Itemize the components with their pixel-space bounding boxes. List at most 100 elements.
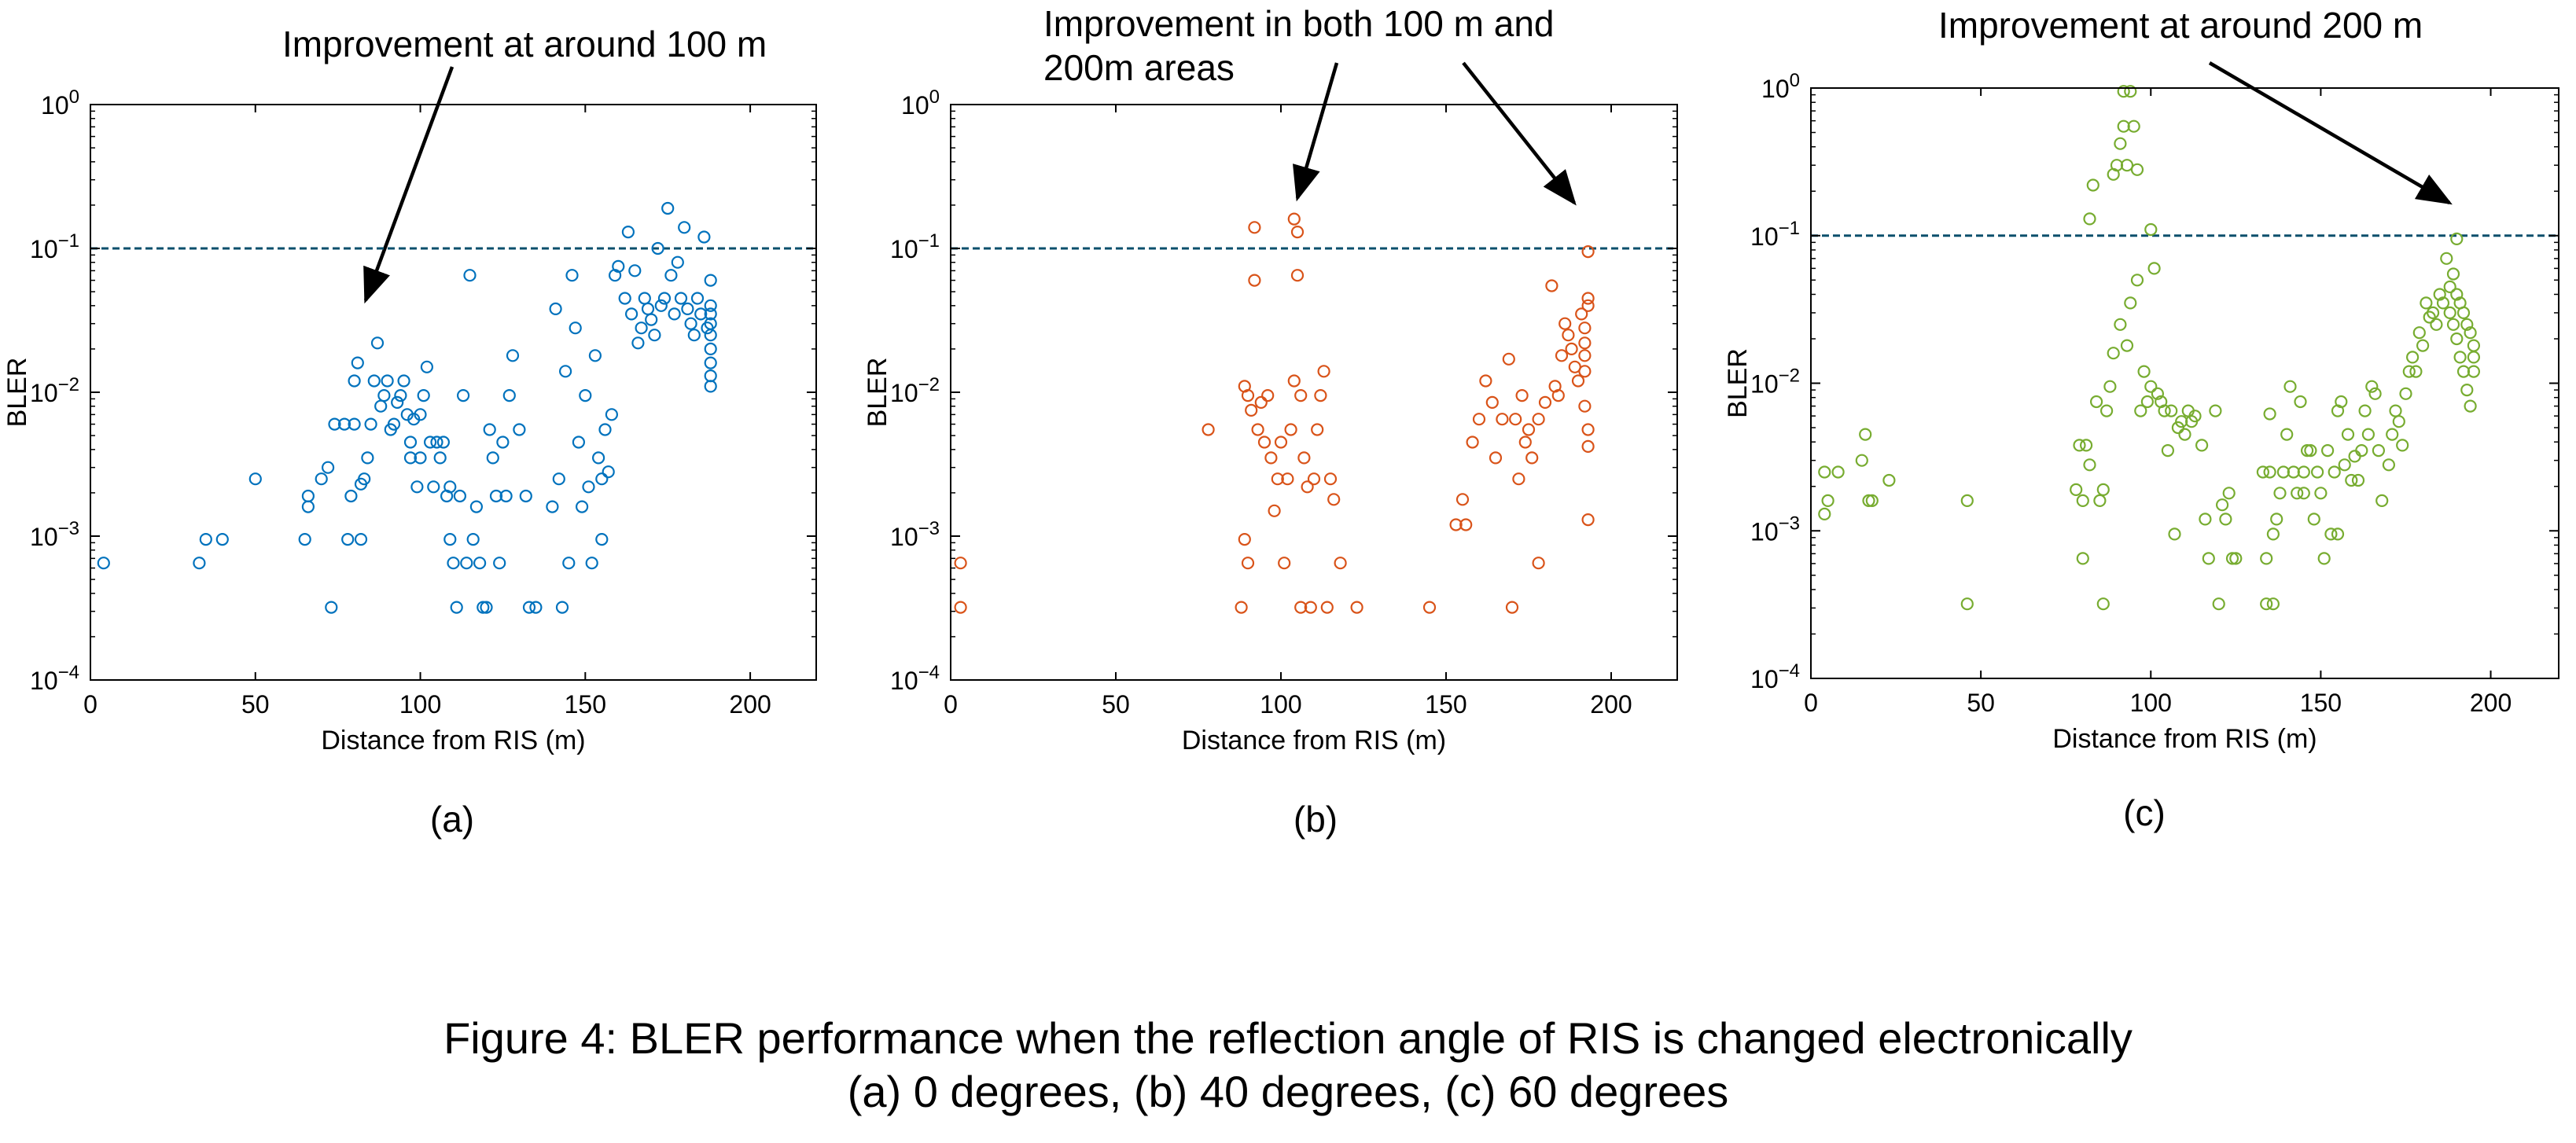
data-point-b [1505,601,1519,614]
panel-a: Improvement at around 100 m 0 50 100 150 200… [2,24,817,840]
data-point-c [2338,458,2351,472]
data-point-a [522,601,536,614]
data-point-c [2114,137,2127,150]
data-point-a [585,557,598,570]
y-tick-label-a: 100 [41,86,79,119]
data-point-a [506,349,520,362]
data-point-b [1551,389,1565,402]
data-point-c [2443,280,2456,293]
data-point-b [1248,274,1261,287]
data-point-a [496,436,510,449]
data-point-c [2080,439,2093,452]
data-point-a [638,292,651,305]
data-point-c [2358,404,2372,417]
data-point-c [2199,513,2212,526]
data-point-b [1254,395,1268,409]
panel-label-a: (a) [430,799,474,840]
data-point-b [1565,342,1578,355]
y-tick-label-c: 10−2 [1750,366,1800,399]
data-point-a [687,329,701,342]
data-point-b [1257,436,1271,449]
data-point-c [2436,296,2450,310]
y-tick-label-b: 10−2 [890,374,940,407]
data-point-c [2416,339,2430,352]
data-point-c [2090,395,2103,409]
data-point-b [1290,269,1305,282]
data-point-c [2127,119,2140,133]
data-point-a [351,356,364,369]
data-point-c [2283,380,2297,393]
data-point-c [2209,404,2222,417]
data-point-c [2440,252,2453,265]
data-point-a [447,557,460,570]
data-point-c [2222,487,2236,500]
data-point-a [668,307,681,321]
data-point-c [2260,597,2273,611]
data-point-a [417,389,430,402]
data-point-a [555,601,569,614]
data-point-a [631,336,645,350]
data-point-a [704,307,717,321]
data-point-b [1422,601,1437,614]
data-point-a [381,374,394,388]
data-point-b [1350,601,1363,614]
data-point-a [575,500,589,513]
data-point-c [2375,494,2389,508]
data-point-c [1818,507,1831,521]
x-tick-label-b: 100 [1260,690,1301,719]
data-point-c [2297,465,2310,479]
data-point-a [370,336,385,350]
data-point-a [367,374,381,388]
data-point-c [2335,395,2348,409]
data-point-a [678,221,691,234]
data-point-b [1581,423,1595,436]
data-point-c [2137,365,2151,378]
data-point-c [1862,494,1875,508]
data-point-a [591,451,605,465]
data-point-c [2070,483,2083,497]
data-point-c [2324,527,2338,541]
data-point-a [595,532,609,546]
data-point-b [1578,399,1592,413]
data-point-a [513,423,526,436]
data-point-c [2270,513,2283,526]
data-point-c [2103,380,2117,393]
data-point-a [403,436,418,449]
data-point-c [2314,487,2328,500]
data-point-c [2450,232,2464,245]
data-point-c [2430,318,2443,331]
data-point-a [436,436,451,449]
data-point-a [704,369,717,383]
data-point-a [681,302,694,315]
y-tick-label-c: 10−4 [1750,660,1800,693]
data-point-b [1581,513,1595,527]
data-point-b [1509,413,1522,426]
data-point-b [1562,329,1575,342]
annotation-c: Improvement at around 200 m [1938,5,2423,46]
data-point-a [348,374,361,388]
figure-caption-line2: (a) 0 degrees, (b) 40 degrees, (c) 60 de… [847,1067,1729,1116]
data-point-a [654,299,668,312]
x-tick-label-b: 0 [944,690,958,719]
data-point-a [502,389,516,402]
data-point-c [2140,395,2154,409]
data-point-c [1859,428,1872,441]
data-point-c [2100,404,2114,417]
data-point-a [641,302,655,315]
data-point-a [546,500,559,513]
data-point-c [2124,296,2137,310]
x-tick-label-a: 100 [399,690,441,719]
y-tick-label-a: 10−1 [30,230,79,263]
x-axis-label-b: Distance from RIS (m) [1182,726,1446,755]
data-point-a [519,489,532,503]
data-point-c [2086,178,2099,192]
arrow-c [2208,61,2453,205]
data-point-b [1307,472,1321,486]
data-point-a [301,489,315,503]
data-point-c [2225,552,2239,565]
plot-area-c: 0 50 100 150 200 10−4 10−3 10−2 10−1 100 Distance … [1723,70,2559,754]
data-point-b [1575,307,1588,321]
panel-b: Improvement in both 100 m and 200m areas… [863,3,1678,840]
arrow-b-100m [1293,62,1339,202]
data-point-c [2467,365,2480,378]
